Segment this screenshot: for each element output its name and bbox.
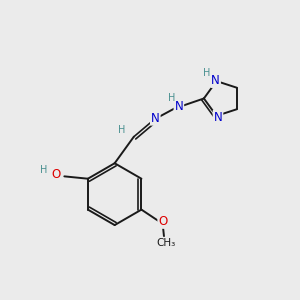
Text: H: H <box>118 125 125 135</box>
Text: H: H <box>167 94 175 103</box>
Text: H: H <box>40 166 47 176</box>
Text: CH₃: CH₃ <box>156 238 175 248</box>
Text: O: O <box>158 215 168 228</box>
Text: N: N <box>175 100 183 113</box>
Text: O: O <box>51 168 60 182</box>
Text: N: N <box>214 111 222 124</box>
Text: H: H <box>203 68 211 78</box>
Text: N: N <box>211 74 220 87</box>
Text: N: N <box>151 112 160 125</box>
